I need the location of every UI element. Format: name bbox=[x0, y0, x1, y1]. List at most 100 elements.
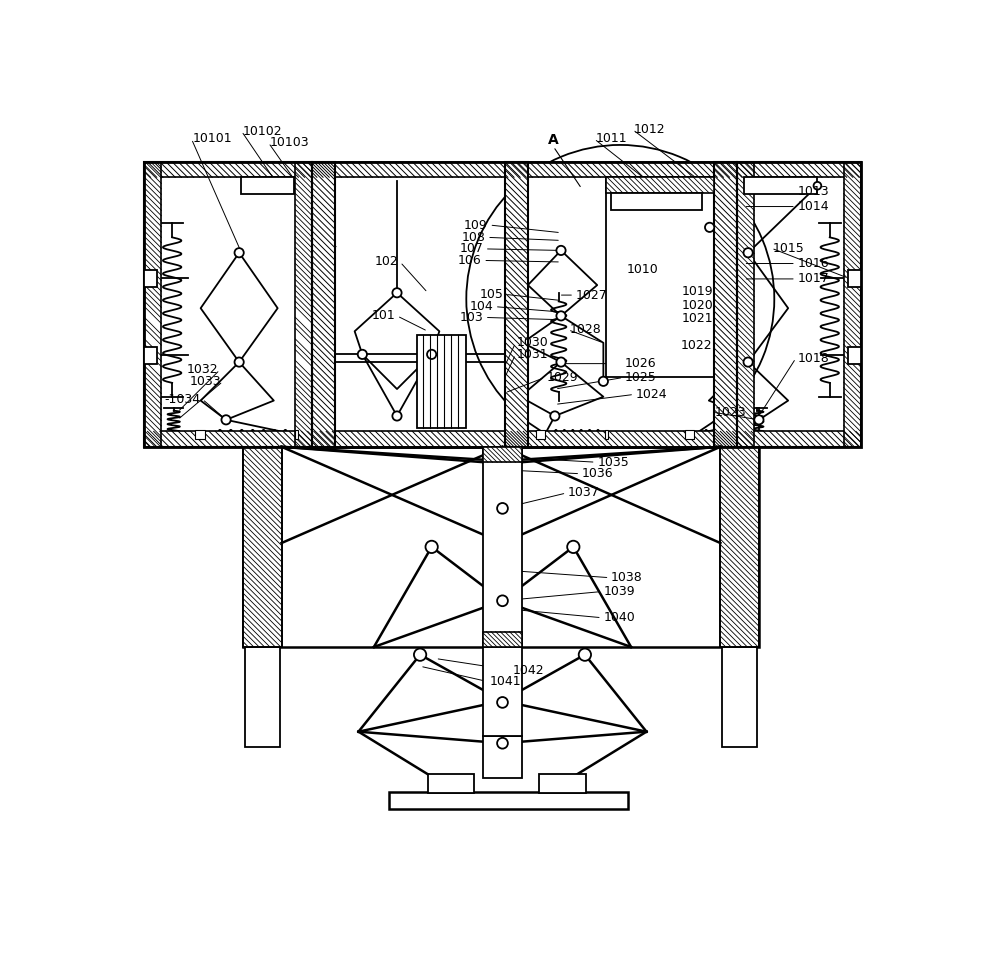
Bar bbox=[417, 335, 466, 427]
Bar bbox=[714, 162, 737, 446]
Bar bbox=[611, 193, 702, 209]
Circle shape bbox=[392, 288, 402, 298]
Bar bbox=[144, 431, 861, 446]
Bar bbox=[483, 647, 522, 736]
Text: 1020: 1020 bbox=[682, 299, 714, 311]
Bar bbox=[848, 270, 861, 286]
Text: A: A bbox=[548, 133, 559, 147]
Text: 103: 103 bbox=[459, 311, 483, 324]
Bar bbox=[685, 430, 694, 439]
Circle shape bbox=[497, 737, 508, 749]
Text: 1014: 1014 bbox=[797, 201, 829, 213]
Text: 10103: 10103 bbox=[270, 136, 310, 149]
Circle shape bbox=[556, 311, 566, 320]
Text: 108: 108 bbox=[462, 230, 486, 244]
Circle shape bbox=[497, 596, 508, 606]
Text: 106: 106 bbox=[458, 254, 482, 267]
Bar bbox=[606, 177, 714, 378]
Text: 1028: 1028 bbox=[569, 323, 601, 336]
Text: 1031: 1031 bbox=[517, 348, 549, 361]
Text: 1018: 1018 bbox=[797, 352, 829, 364]
Bar bbox=[539, 774, 586, 793]
Text: 102: 102 bbox=[375, 255, 399, 269]
Circle shape bbox=[744, 248, 753, 257]
Circle shape bbox=[754, 415, 764, 424]
Bar bbox=[722, 647, 757, 747]
Circle shape bbox=[414, 649, 426, 661]
Circle shape bbox=[392, 412, 402, 420]
Text: 1021: 1021 bbox=[682, 312, 714, 326]
Bar bbox=[505, 162, 528, 446]
Bar bbox=[243, 446, 282, 647]
Bar bbox=[428, 774, 474, 793]
Text: 1019: 1019 bbox=[682, 284, 714, 298]
Bar bbox=[312, 162, 335, 446]
Circle shape bbox=[705, 223, 714, 232]
Bar bbox=[483, 736, 522, 778]
Bar bbox=[848, 347, 861, 363]
Bar bbox=[144, 270, 157, 286]
Text: 1012: 1012 bbox=[634, 123, 666, 136]
Circle shape bbox=[556, 246, 566, 255]
Text: 1013: 1013 bbox=[797, 185, 829, 198]
Text: 1015: 1015 bbox=[773, 242, 805, 254]
Bar bbox=[714, 162, 737, 446]
Bar bbox=[144, 162, 161, 446]
Text: 1042: 1042 bbox=[512, 663, 544, 677]
Text: 1026: 1026 bbox=[625, 357, 657, 370]
Circle shape bbox=[358, 350, 367, 359]
Bar bbox=[483, 446, 522, 647]
Text: 105: 105 bbox=[479, 288, 503, 301]
Text: 1010: 1010 bbox=[626, 263, 658, 276]
Bar bbox=[243, 446, 759, 647]
Circle shape bbox=[425, 541, 438, 553]
Bar bbox=[144, 347, 157, 363]
Bar bbox=[844, 162, 861, 446]
Text: 1035: 1035 bbox=[597, 456, 629, 469]
Circle shape bbox=[556, 358, 566, 366]
Bar bbox=[720, 446, 759, 647]
Bar bbox=[389, 791, 628, 809]
Circle shape bbox=[599, 377, 608, 386]
Bar bbox=[144, 162, 861, 177]
Bar bbox=[720, 446, 759, 647]
Text: 1030: 1030 bbox=[517, 336, 549, 349]
Circle shape bbox=[497, 503, 508, 514]
Bar bbox=[195, 430, 205, 439]
Bar bbox=[295, 162, 312, 446]
Text: 107: 107 bbox=[459, 242, 483, 255]
Circle shape bbox=[497, 697, 508, 708]
Text: 10102: 10102 bbox=[243, 124, 283, 138]
Bar bbox=[483, 631, 522, 647]
Bar bbox=[737, 162, 861, 446]
Circle shape bbox=[550, 412, 559, 420]
Text: 1039: 1039 bbox=[603, 585, 635, 598]
Text: 104: 104 bbox=[470, 300, 493, 313]
Text: 1027: 1027 bbox=[576, 288, 607, 302]
Circle shape bbox=[579, 649, 591, 661]
Circle shape bbox=[744, 358, 753, 366]
Text: 1011: 1011 bbox=[596, 132, 627, 146]
Circle shape bbox=[427, 350, 436, 359]
Bar bbox=[161, 177, 295, 431]
Text: -1034: -1034 bbox=[165, 392, 201, 406]
Text: 1025: 1025 bbox=[625, 371, 657, 384]
Text: 1032: 1032 bbox=[187, 363, 218, 376]
Bar bbox=[505, 162, 528, 446]
Bar bbox=[312, 162, 335, 446]
Text: 1036: 1036 bbox=[582, 468, 613, 480]
Bar bbox=[245, 647, 280, 747]
Bar bbox=[295, 430, 298, 439]
Text: 1029: 1029 bbox=[546, 371, 578, 384]
Text: 1041: 1041 bbox=[489, 675, 521, 688]
Bar bbox=[144, 162, 861, 446]
Text: 1022: 1022 bbox=[680, 338, 712, 352]
Circle shape bbox=[235, 358, 244, 366]
Circle shape bbox=[814, 182, 821, 190]
Bar bbox=[243, 446, 282, 647]
Bar bbox=[744, 177, 817, 194]
Bar bbox=[144, 162, 312, 446]
Bar bbox=[605, 430, 608, 439]
Circle shape bbox=[567, 541, 579, 553]
Text: 1024: 1024 bbox=[636, 388, 667, 401]
